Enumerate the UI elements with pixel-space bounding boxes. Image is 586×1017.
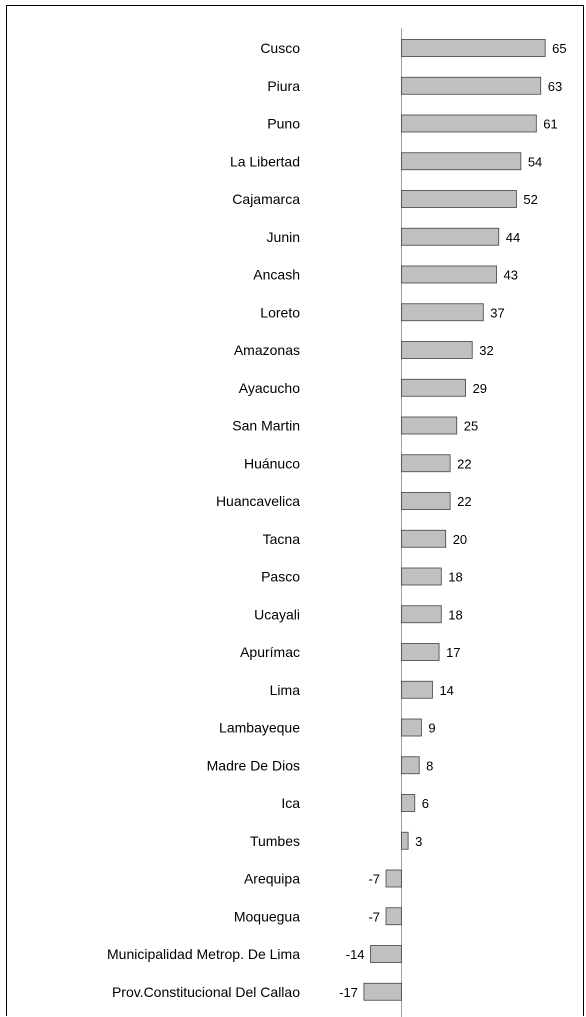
- bar: [363, 982, 402, 1001]
- data-label: 54: [528, 154, 542, 169]
- category-label: Arequipa: [244, 871, 300, 887]
- data-label: 20: [453, 532, 467, 547]
- category-label: Pasco: [261, 569, 300, 585]
- bar: [401, 39, 546, 57]
- category-label: Tumbes: [250, 833, 300, 849]
- category-label: Amazonas: [234, 342, 300, 358]
- bar: [401, 378, 466, 397]
- category-label: Ica: [281, 795, 300, 811]
- bar: [401, 567, 442, 586]
- bar: [401, 76, 542, 95]
- category-label: Municipalidad Metrop. De Lima: [107, 946, 300, 962]
- category-label: La Libertad: [230, 153, 300, 169]
- category-label: Junin: [267, 229, 300, 245]
- bar: [401, 794, 416, 812]
- data-label: 37: [490, 305, 504, 320]
- bar: [401, 114, 537, 133]
- category-label: Loreto: [260, 304, 300, 320]
- bar: [401, 303, 484, 322]
- data-label: -17: [339, 985, 358, 1000]
- category-label: Lambayeque: [219, 720, 300, 736]
- data-label: 32: [479, 343, 493, 358]
- data-label: 14: [439, 683, 453, 698]
- bar: [370, 945, 402, 963]
- bar: [401, 265, 497, 284]
- data-label: -7: [368, 909, 380, 924]
- category-label: Ancash: [253, 267, 300, 283]
- bar: [401, 680, 433, 699]
- bar: [401, 718, 422, 737]
- bar: [401, 529, 447, 548]
- category-label: Lima: [270, 682, 301, 698]
- bar: [385, 907, 402, 926]
- bar: [401, 831, 409, 850]
- bar: [401, 190, 517, 208]
- data-label: 61: [543, 117, 557, 132]
- category-label: Moquegua: [234, 908, 300, 924]
- data-label: -7: [368, 872, 380, 887]
- data-label: 52: [523, 192, 537, 207]
- data-label: 3: [415, 834, 422, 849]
- data-label: 44: [506, 230, 520, 245]
- data-label: 18: [448, 570, 462, 585]
- bar: [401, 643, 440, 661]
- data-label: 63: [548, 79, 562, 94]
- data-label: 22: [457, 494, 471, 509]
- data-label: 65: [552, 41, 566, 56]
- data-label: 17: [446, 645, 460, 660]
- category-label: Ucayali: [254, 606, 300, 622]
- category-label: Cajamarca: [232, 191, 300, 207]
- data-label: 8: [426, 758, 433, 773]
- category-label: Tacna: [263, 531, 301, 547]
- category-label: Ayacucho: [239, 380, 300, 396]
- category-label: Prov.Constitucional Del Callao: [112, 984, 300, 1000]
- data-label: 25: [464, 419, 478, 434]
- data-label: 6: [422, 796, 429, 811]
- bar: [401, 416, 458, 435]
- bar: [401, 227, 500, 246]
- bar: [401, 454, 451, 473]
- chart-frame: Cusco 65 Piura 63 Puno 61 La Libertad 54 Cajamar…: [6, 5, 584, 1017]
- category-label: Apurímac: [240, 644, 300, 660]
- bar: [401, 605, 442, 624]
- data-label: 43: [504, 268, 518, 283]
- category-label: Puno: [267, 116, 300, 132]
- data-label: 18: [448, 607, 462, 622]
- bar: [401, 341, 473, 359]
- bar: [385, 869, 402, 888]
- bar: [401, 492, 451, 510]
- category-label: Huánuco: [244, 455, 300, 471]
- data-label: -14: [346, 947, 365, 962]
- data-label: 9: [428, 721, 435, 736]
- category-label: Madre De Dios: [207, 757, 300, 773]
- category-label: Piura: [267, 78, 300, 94]
- data-label: 22: [457, 456, 471, 471]
- data-label: 29: [473, 381, 487, 396]
- category-label: Huancavelica: [216, 493, 300, 509]
- category-label: Cusco: [260, 40, 300, 56]
- category-label: San Martin: [232, 418, 300, 434]
- bar: [401, 152, 522, 171]
- bar: [401, 756, 420, 775]
